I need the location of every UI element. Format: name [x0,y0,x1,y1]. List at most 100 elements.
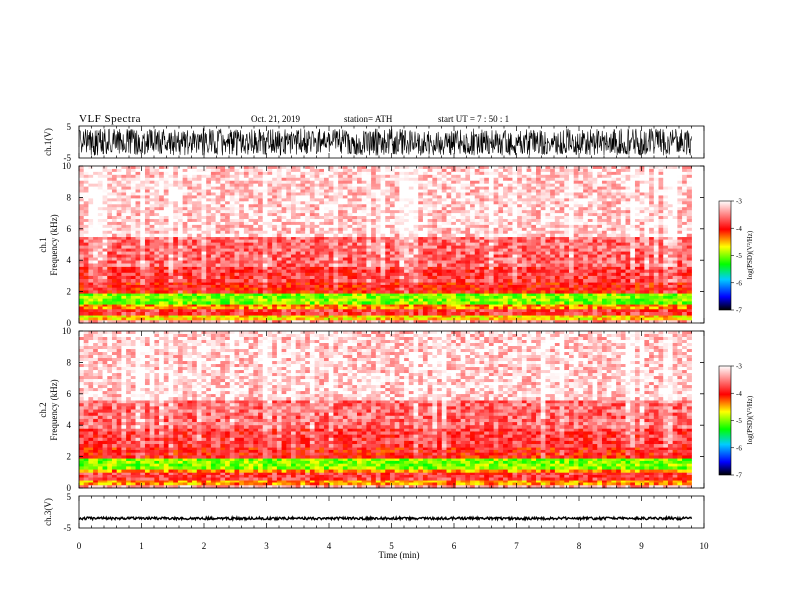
spectrogram-cell [333,242,339,246]
spectrogram-cell [97,183,103,187]
spectrogram-cell [300,266,306,271]
spectrogram-cell [432,216,438,220]
spectrogram-cell [121,269,127,274]
spectrogram-cell [484,180,490,185]
spectrogram-cell [305,233,311,238]
spectrogram-cell [309,221,315,226]
spectrogram-cell [187,287,193,291]
spectrogram-cell [272,227,278,232]
spectrogram-cell [229,251,235,255]
spectrogram-cell [116,272,122,277]
spectrogram-cell [389,275,396,280]
spectrogram-cell [220,189,226,193]
spectrogram-cell [102,275,108,280]
spectrogram-cell [220,221,226,226]
spectrogram-cell [427,317,433,321]
spectrogram-cell [342,224,348,229]
spectrogram-cell [144,195,151,199]
spectrogram-cell [206,301,212,305]
spectrogram-cell [371,251,377,255]
spectrogram-cell [187,186,193,190]
spectrogram-cell [314,287,320,291]
spectrogram-cell [281,168,287,173]
spectrogram-cell [182,251,188,255]
spectrogram-cell [309,254,315,258]
spectrogram-cell [130,177,136,182]
spectrogram-cell [286,171,292,176]
spectrogram-cell [404,218,410,223]
spectrogram-cell [314,298,320,302]
spectrogram-cell [135,317,141,321]
spectrogram-cell [394,239,400,244]
spectrogram-cell [163,272,169,277]
spectrogram-cell [347,275,353,280]
spectrogram-cell [352,279,358,283]
spectrogram-cell [149,254,155,258]
spectrogram-cell [385,275,391,280]
spectrogram-cell [102,186,108,190]
spectrogram-cell [144,192,151,196]
spectrogram-cell [93,254,99,258]
spectrogram-cell [451,195,457,199]
spectrogram-cell [135,227,141,232]
spectrogram-cell [470,224,476,229]
spectrogram-cell [196,186,202,190]
spectrogram-cell [93,287,99,291]
spectrogram-cell [413,174,419,179]
spectrogram-cell [258,279,264,283]
spectrogram-cell [201,210,207,214]
spectrogram-cell [324,319,330,324]
spectrogram-cell [225,308,231,313]
spectrogram-cell [470,192,476,196]
spectrogram-cell [210,186,217,190]
spectrogram-cell [488,168,495,173]
spectrogram-cell [366,177,372,182]
spectrogram-cell [324,166,330,170]
spectrogram-cell [498,189,504,193]
spectrogram-cell [130,201,136,205]
spectrogram-cell [413,319,419,324]
spectrogram-cell [347,304,353,307]
spectrogram-cell [253,319,259,324]
spectrogram-cell [371,290,377,294]
spectrogram-cell [163,186,169,190]
spectrogram-cell [79,174,85,179]
spectrogram-cell [201,227,207,232]
spectrogram-cell [371,204,377,208]
spectrogram-cell [206,272,212,277]
spectrogram-cell [272,254,278,258]
spectrogram-cell [451,260,457,264]
spectrogram-cell [399,198,405,202]
spectrogram-cell [196,192,202,196]
spectrogram-cell [356,269,363,274]
spectrogram-cell [225,284,231,289]
spectrogram-cell [83,301,89,305]
spectrogram-cell [144,306,151,310]
spectrogram-cell [446,260,452,264]
spectrogram-cell [352,275,358,280]
spectrogram-cell [286,189,292,193]
spectrogram-cell [130,295,136,300]
spectrogram-cell [309,239,315,244]
spectrogram-cell [356,257,363,261]
spectrogram-cell [159,210,165,214]
spectrogram-cell [276,233,282,238]
spectrogram-cell [140,293,146,297]
spectrogram-cell [272,239,278,244]
spectrogram-cell [328,260,334,264]
spectrogram-cell [267,279,273,283]
spectrogram-cell [291,192,297,196]
spectrogram-cell [135,266,141,271]
spectrogram-cell [427,221,433,226]
spectrogram-cell [305,224,311,229]
spectrogram-cell [324,183,330,187]
spectrogram-cell [210,201,217,205]
spectrogram-cell [352,306,358,310]
spectrogram-cell [154,254,160,258]
spectrogram-cell [484,233,490,238]
spectrogram-cell [276,213,282,217]
spectrogram-cell [389,171,396,176]
spectrogram-cell [144,257,151,261]
spectrogram-cell [79,166,85,170]
spectrogram-cell [126,254,132,258]
